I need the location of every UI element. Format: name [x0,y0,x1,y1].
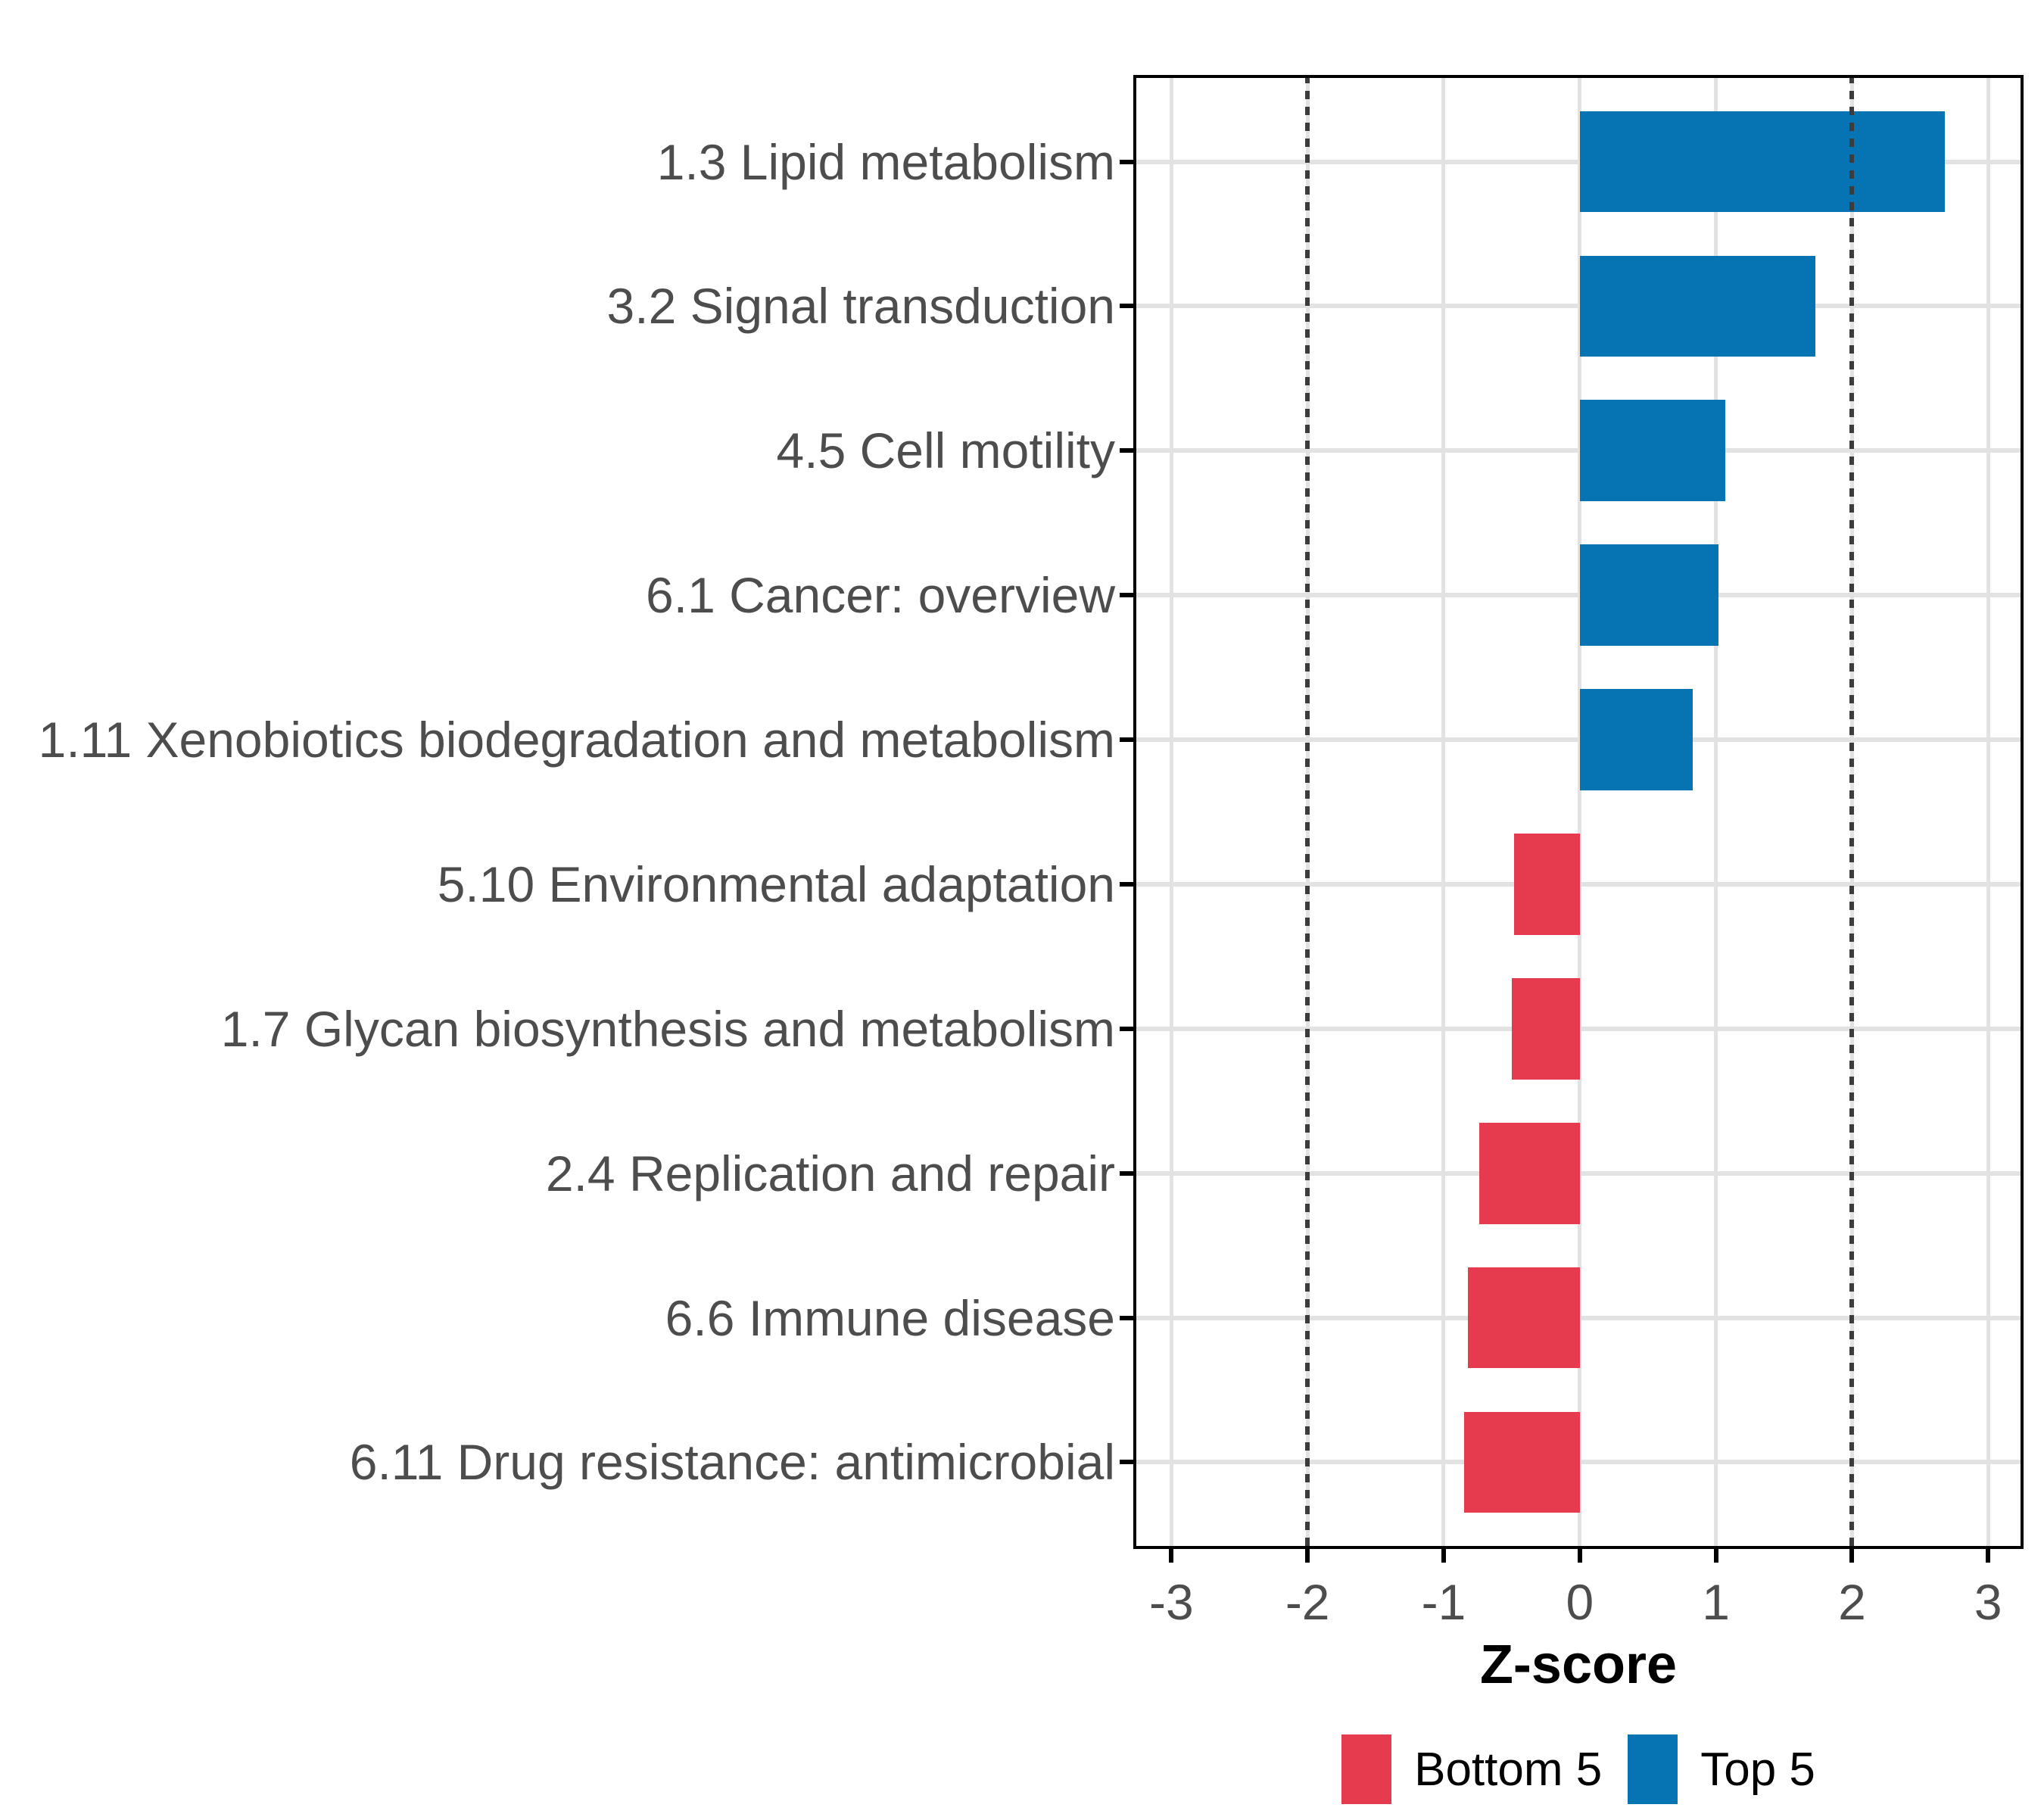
y-tick [1120,1460,1133,1465]
bar [1579,689,1693,790]
bar [1514,834,1580,935]
bar [1579,544,1719,646]
x-tick-label: 1 [1702,1574,1730,1630]
legend-item: Bottom 5 [1341,1734,1602,1804]
reference-line-dotted [1305,75,1310,1549]
horizontal-gridline [1133,304,2024,309]
reference-line-dotted [1849,75,1855,1549]
horizontal-gridline [1133,593,2024,598]
x-tick [1577,1549,1582,1563]
bar [1463,1411,1580,1513]
vertical-gridline [1714,75,1718,1549]
y-tick [1120,448,1133,453]
x-axis-title: Z-score [1479,1635,1678,1695]
y-axis-label: 3.2 Signal transduction [606,278,1115,335]
y-axis-label: 1.3 Lipid metabolism [656,133,1115,190]
legend-key-swatch [1628,1734,1678,1804]
horizontal-gridline [1133,159,2024,164]
bar [1478,1122,1580,1224]
legend-label: Top 5 [1700,1743,1815,1796]
y-axis-label: 2.4 Replication and repair [545,1145,1115,1201]
y-axis-label: 6.1 Cancer: overview [646,567,1115,624]
bar [1579,111,1945,213]
y-tick [1120,737,1133,743]
vertical-gridline [1169,75,1173,1549]
y-tick [1120,159,1133,164]
x-tick-label: 3 [1974,1574,2002,1630]
y-tick [1120,1026,1133,1031]
plot-panel [1133,75,2024,1549]
y-axis-label: 1.7 Glycan biosynthesis and metabolism [220,1000,1115,1057]
y-axis-label: 6.6 Immune disease [665,1289,1115,1346]
x-tick [1305,1549,1310,1563]
bar [1579,400,1726,502]
legend-item: Top 5 [1628,1734,1815,1804]
bar [1579,255,1815,357]
y-axis-label: 5.10 Environmental adaptation [437,856,1115,912]
x-tick-label: -2 [1285,1574,1330,1630]
reference-line-layer [1133,75,2024,1549]
legend: Bottom 5 Top 5 [1133,1734,2024,1805]
y-tick [1120,881,1133,887]
vertical-gridline [1986,75,1990,1549]
x-tick [1713,1549,1718,1563]
y-axis-label: 1.11 Xenobiotics biodegradation and meta… [38,712,1115,768]
horizontal-gridline [1133,737,2024,743]
x-tick-label: 0 [1566,1574,1594,1630]
y-tick [1120,593,1133,598]
legend-label: Bottom 5 [1414,1743,1603,1796]
horizontal-gridline [1133,448,2024,453]
y-tick [1120,1170,1133,1176]
bar-layer [1133,75,2024,1549]
x-tick-label: 2 [1838,1574,1866,1630]
x-tick [1169,1549,1174,1563]
bar [1511,978,1580,1080]
y-tick [1120,1315,1133,1320]
bar [1468,1267,1580,1369]
x-tick-label: -3 [1149,1574,1194,1630]
x-tick [1441,1549,1446,1563]
x-tick [1849,1549,1855,1563]
y-axis-label: 6.11 Drug resistance: antimicrobial [349,1434,1115,1491]
x-tick [1986,1549,1991,1563]
y-tick [1120,304,1133,309]
vertical-gridline [1441,75,1446,1549]
legend-key-swatch [1341,1734,1392,1804]
vertical-gridline [1578,75,1582,1549]
x-tick-label: -1 [1421,1574,1466,1630]
y-axis-label: 4.5 Cell motility [776,422,1115,479]
